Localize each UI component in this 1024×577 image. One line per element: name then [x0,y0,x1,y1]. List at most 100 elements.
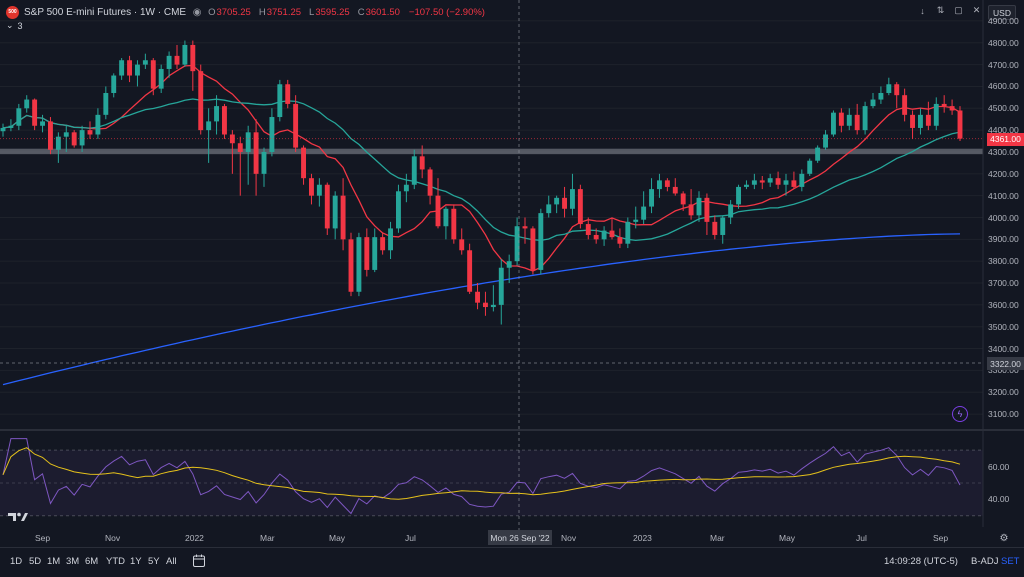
range-button-6m[interactable]: 6M [85,556,99,567]
symbol-legend: 500 S&P 500 E-mini Futures · 1W · CME ◉ … [6,4,488,20]
candle-body [554,197,560,205]
arrow-down-icon[interactable]: ↓ [920,5,925,16]
candle-body [111,75,117,93]
fullscreen-icon[interactable]: ▢ [954,5,963,15]
candle-body [680,193,686,205]
candle [285,79,291,109]
candle-body [649,189,654,207]
candle-body [562,197,567,209]
range-button-5d[interactable]: 5D [29,556,42,567]
candle [862,101,868,135]
candle-body [918,114,923,128]
candle-body [696,197,702,216]
gear-icon[interactable]: ⚙ [999,532,1009,544]
price-tick-label: 4000.00 [988,212,1019,223]
candle [894,82,900,109]
close-icon[interactable]: ✕ [972,5,981,15]
candle-body [380,237,386,251]
candle [245,125,251,185]
candle-body [8,125,14,128]
chart-canvas[interactable] [0,0,1024,547]
range-button-5y[interactable]: 5Y [148,556,160,567]
candle [490,285,496,312]
lightning-icon[interactable]: ϟ [952,406,968,422]
crosshair-price-tag: 3322.00 [987,357,1024,370]
candle [751,173,757,190]
candle [838,108,844,133]
time-tick-label: Mar [260,533,275,543]
session-toggle[interactable]: SET [1001,556,1020,567]
symbol-title[interactable]: S&P 500 E-mini Futures · 1W · CME [24,6,187,18]
range-button-1d[interactable]: 1D [10,556,23,567]
candle [111,73,117,98]
candle-body [24,99,30,109]
candle-body [704,197,710,222]
range-button-1y[interactable]: 1Y [130,556,142,567]
candle [459,228,465,255]
candle-body [435,195,441,227]
candle [483,291,488,316]
candle-body [285,84,291,104]
candle-body [253,132,259,174]
candle [585,217,591,240]
candle [24,95,30,113]
range-button-ytd[interactable]: YTD [106,556,125,567]
symbol-logo[interactable]: 500 [6,5,19,19]
eye-icon[interactable]: ◉ [192,6,202,18]
candle [142,53,148,69]
candle [396,184,401,233]
candle-body [419,156,425,170]
candle-body [744,184,749,187]
range-button-3m[interactable]: 3M [66,556,80,567]
candle-body [127,60,132,76]
ohlc-change: −107.50 (−2.90%) [408,6,485,18]
candle-body [910,114,915,128]
candle [388,221,393,259]
time-tick-label: 2023 [633,533,652,543]
candle [356,232,362,297]
candle [522,217,528,244]
candle-body [40,121,45,126]
candle-body [411,156,417,185]
candle-body [657,180,662,190]
range-button-1m[interactable]: 1M [47,556,61,567]
price-tick-label: 3100.00 [988,409,1019,420]
time-tick-label: Nov [105,533,121,543]
candle [538,208,544,275]
candle-body [340,195,346,240]
candle [554,195,560,214]
candle [332,191,338,240]
price-tick-label: 4600.00 [988,81,1019,92]
candle-body [150,60,156,89]
candle-body [364,237,370,270]
candle-body [135,64,140,76]
candle-body [87,130,93,135]
candle [910,110,915,139]
candle-body [332,195,338,229]
candle [704,193,710,235]
candle [728,200,734,225]
time-tick-label: Sep [933,533,949,543]
range-button-all[interactable]: All [166,556,177,567]
calendar-icon[interactable] [193,554,205,567]
price-tick-label: 4400.00 [988,125,1019,136]
candle [846,108,852,131]
candle-body [783,180,789,185]
candle-body [585,224,591,235]
candle-body [206,121,212,131]
candle [775,171,781,190]
adjustment-toggle[interactable]: B-ADJ [971,556,999,567]
candle-body [348,239,354,292]
indicators-toggle[interactable]: ⌄ 3 [6,20,23,31]
currency-selector[interactable]: USD [988,5,1016,20]
clock-timezone[interactable]: 14:09:28 (UTC-5) [884,556,958,567]
candle [633,206,639,229]
candle [625,217,631,249]
tradingview-logo-icon[interactable] [7,512,29,522]
candle-body [862,106,868,131]
double-arrow-icon[interactable]: ⇅ [936,5,945,15]
price-tick-label: 4300.00 [988,146,1019,157]
candle-body [214,106,219,122]
time-tick-label: Jul [856,533,867,543]
candle [649,178,654,214]
